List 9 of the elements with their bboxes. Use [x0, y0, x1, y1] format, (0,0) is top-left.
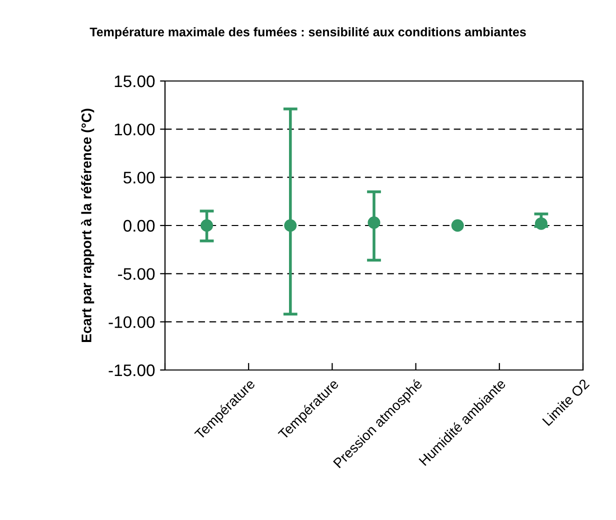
y-tick-label: 5.00: [124, 172, 155, 184]
y-tick-label: 0.00: [123, 220, 155, 232]
y-tick-label: -10.00: [108, 316, 155, 328]
y-tick-label: -5.00: [118, 268, 155, 280]
y-tick-label: 10.00: [114, 124, 155, 136]
chart-title: Température maximale des fumées : sensibilité aux conditions ambiantes: [90, 27, 526, 39]
y-tick-label: 15.00: [114, 75, 155, 88]
y-tick-label: -15.00: [108, 364, 155, 376]
y-axis-title: Ecart par rapport à la référence (°C): [81, 108, 94, 342]
